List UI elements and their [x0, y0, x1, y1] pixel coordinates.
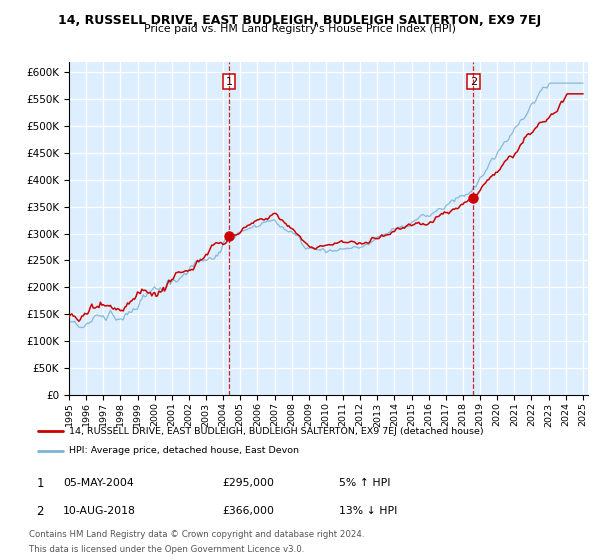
Text: 5% ↑ HPI: 5% ↑ HPI [339, 478, 391, 488]
Text: 2: 2 [37, 505, 44, 519]
Text: £295,000: £295,000 [222, 478, 274, 488]
Text: HPI: Average price, detached house, East Devon: HPI: Average price, detached house, East… [69, 446, 299, 455]
Text: £366,000: £366,000 [222, 506, 274, 516]
Text: 13% ↓ HPI: 13% ↓ HPI [339, 506, 397, 516]
Text: 1: 1 [37, 477, 44, 491]
Text: 2: 2 [470, 77, 477, 87]
Text: This data is licensed under the Open Government Licence v3.0.: This data is licensed under the Open Gov… [29, 545, 304, 554]
Text: 14, RUSSELL DRIVE, EAST BUDLEIGH, BUDLEIGH SALTERTON, EX9 7EJ: 14, RUSSELL DRIVE, EAST BUDLEIGH, BUDLEI… [58, 14, 542, 27]
Text: 05-MAY-2004: 05-MAY-2004 [63, 478, 134, 488]
Text: Contains HM Land Registry data © Crown copyright and database right 2024.: Contains HM Land Registry data © Crown c… [29, 530, 364, 539]
Text: Price paid vs. HM Land Registry's House Price Index (HPI): Price paid vs. HM Land Registry's House … [144, 24, 456, 34]
Text: 14, RUSSELL DRIVE, EAST BUDLEIGH, BUDLEIGH SALTERTON, EX9 7EJ (detached house): 14, RUSSELL DRIVE, EAST BUDLEIGH, BUDLEI… [69, 427, 484, 436]
Text: 10-AUG-2018: 10-AUG-2018 [63, 506, 136, 516]
Text: 1: 1 [226, 77, 233, 87]
